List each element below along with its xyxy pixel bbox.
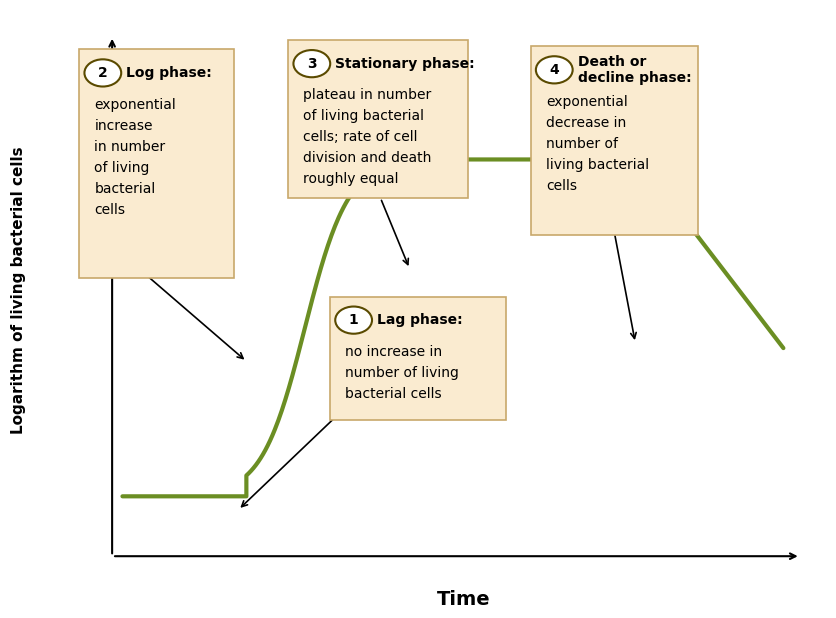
Text: 2: 2: [98, 66, 108, 80]
Text: Logarithm of living bacterial cells: Logarithm of living bacterial cells: [11, 146, 26, 434]
Text: Log phase:: Log phase:: [126, 66, 212, 80]
Text: cells: cells: [94, 203, 125, 217]
Text: number of: number of: [546, 137, 618, 151]
Text: of living: of living: [94, 161, 150, 175]
Text: bacterial cells: bacterial cells: [345, 387, 442, 401]
Text: Lag phase:: Lag phase:: [377, 313, 462, 327]
Text: cells: cells: [546, 179, 577, 193]
Text: 4: 4: [549, 63, 559, 77]
Text: no increase in: no increase in: [345, 345, 442, 359]
Text: 1: 1: [349, 313, 359, 327]
Text: roughly equal: roughly equal: [303, 172, 399, 187]
Text: 3: 3: [307, 57, 317, 70]
Text: cells; rate of cell: cells; rate of cell: [303, 130, 418, 145]
Text: bacterial: bacterial: [94, 182, 155, 196]
Text: exponential: exponential: [546, 95, 628, 109]
Text: decrease in: decrease in: [546, 116, 626, 130]
Text: plateau in number: plateau in number: [303, 88, 431, 103]
Text: Death or
decline phase:: Death or decline phase:: [578, 55, 691, 85]
Text: of living bacterial: of living bacterial: [303, 109, 425, 124]
Text: number of living: number of living: [345, 366, 459, 380]
Text: Stationary phase:: Stationary phase:: [335, 57, 475, 70]
Text: living bacterial: living bacterial: [546, 158, 649, 172]
Text: exponential: exponential: [94, 98, 176, 112]
Text: increase: increase: [94, 119, 153, 133]
Text: Time: Time: [437, 590, 491, 609]
Text: division and death: division and death: [303, 151, 432, 166]
Text: in number: in number: [94, 140, 166, 154]
